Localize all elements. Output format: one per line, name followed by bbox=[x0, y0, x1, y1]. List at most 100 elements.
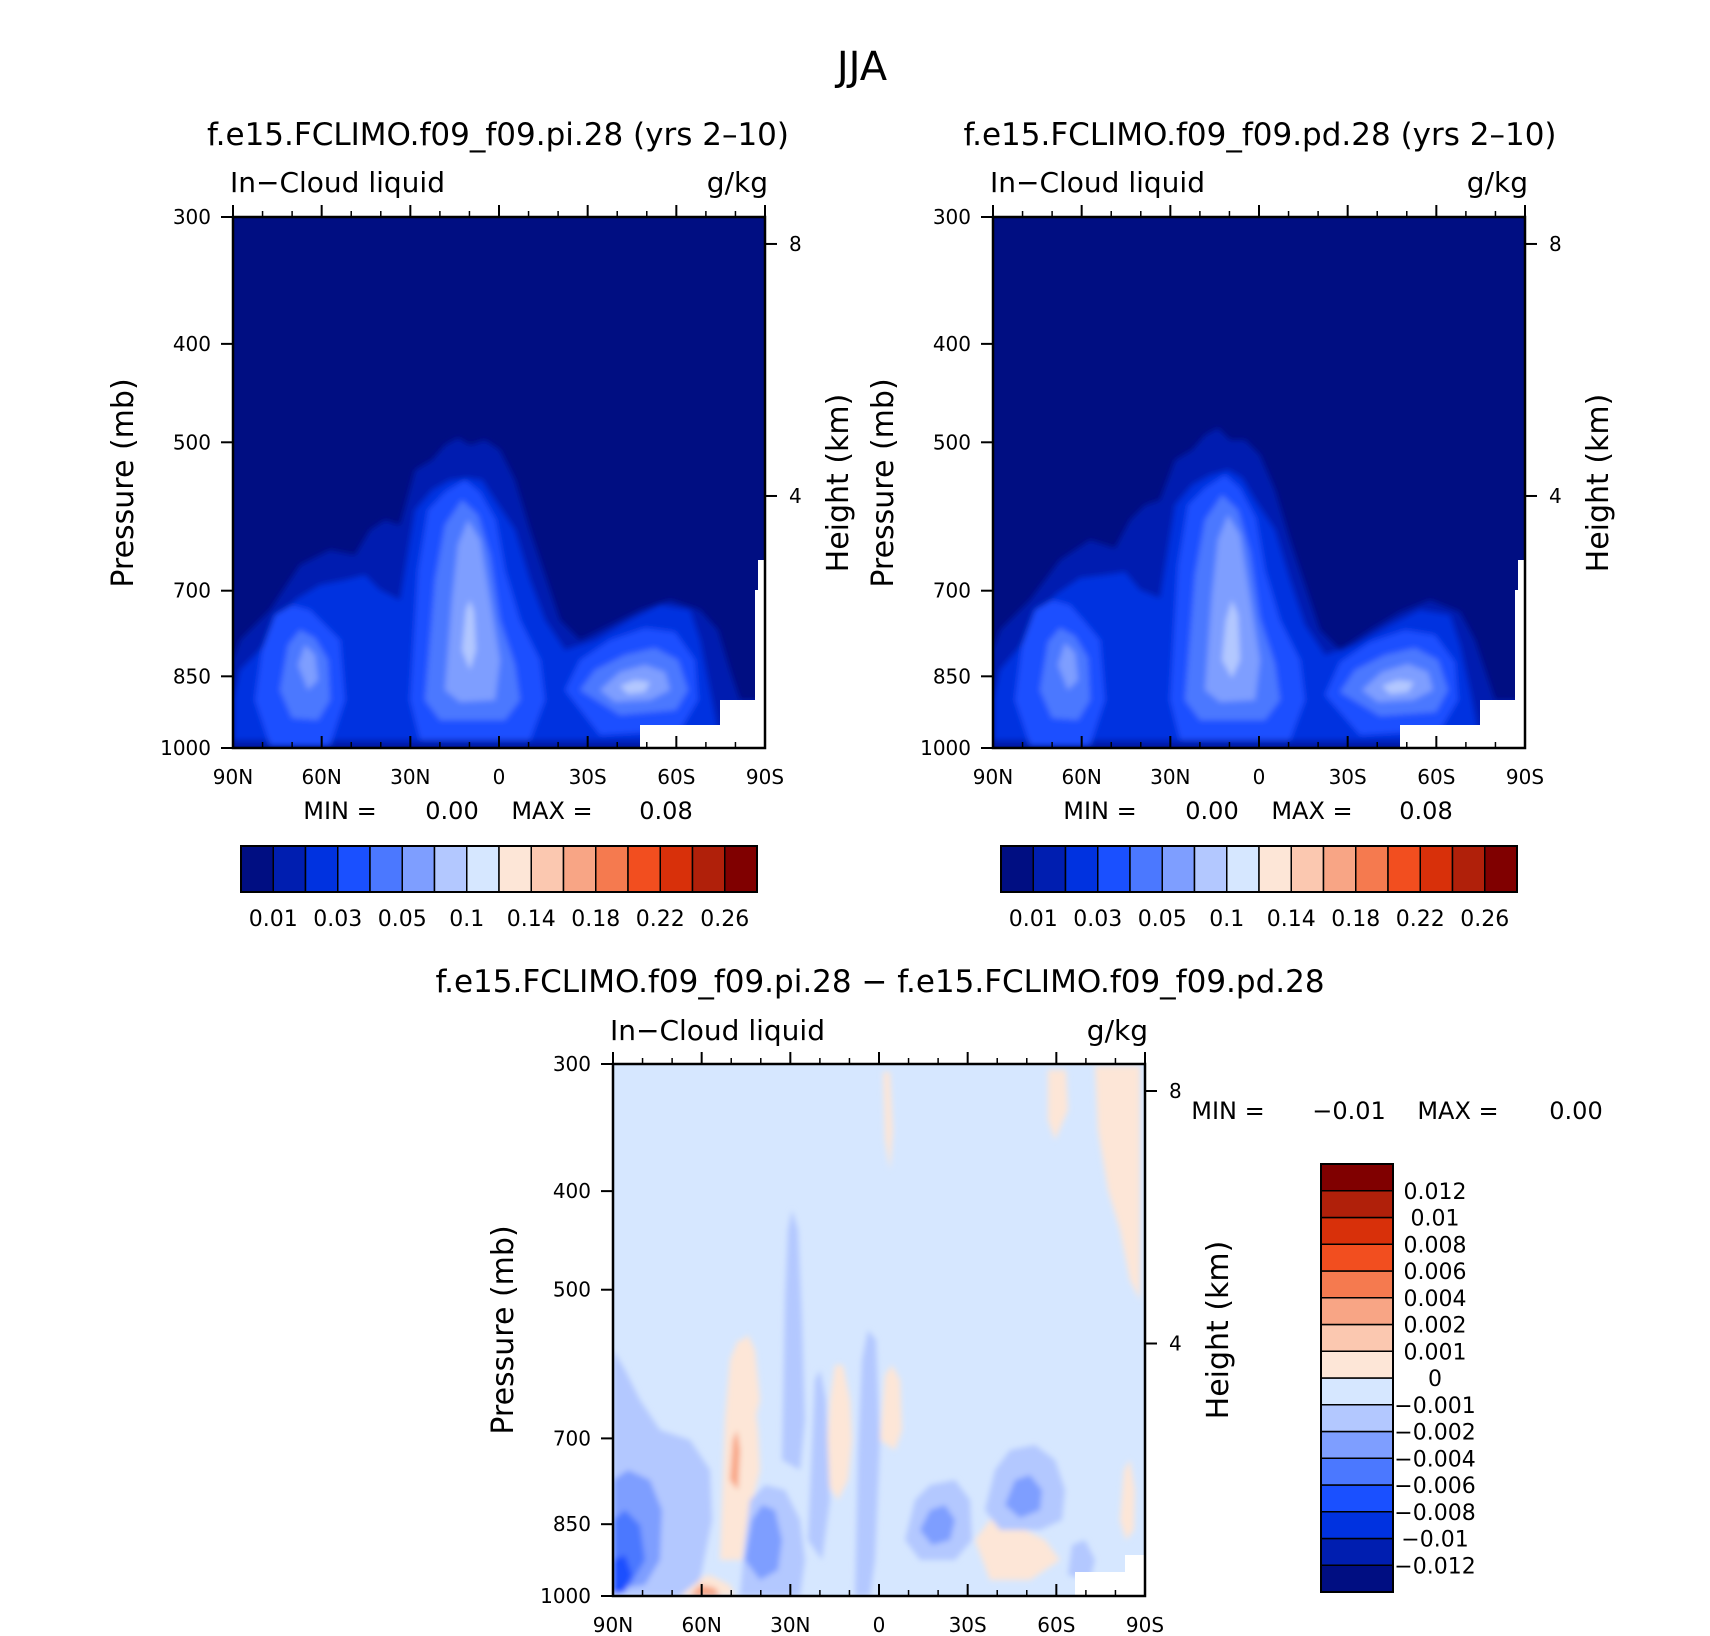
colorbar-label: 0.002 bbox=[1404, 1314, 1467, 1339]
contour-positive bbox=[1048, 1070, 1068, 1140]
colorbar-box bbox=[1193, 845, 1228, 893]
colorbar-box bbox=[1320, 1216, 1394, 1245]
panel-pd: f.e15.FCLIMO.f09_f09.pd.28 (yrs 2–10) In… bbox=[866, 117, 1616, 932]
y-tick-label: 500 bbox=[933, 430, 971, 454]
colorbar-box bbox=[1320, 1564, 1394, 1593]
colorbar-box bbox=[1129, 845, 1163, 893]
y2-tick-label: 8 bbox=[1549, 232, 1562, 256]
field-contours bbox=[993, 428, 1525, 748]
field-missing-region bbox=[1400, 560, 1525, 748]
panel-pi-ylabel: Pressure (mb) bbox=[106, 378, 141, 587]
panel-pd-ylabel: Pressure (mb) bbox=[866, 378, 901, 587]
x-tick-label: 90N bbox=[593, 1613, 633, 1636]
colorbar-label: 0.012 bbox=[1404, 1180, 1467, 1205]
field-missing-region bbox=[640, 560, 765, 748]
colorbar-label: 0.22 bbox=[636, 907, 685, 932]
panel-pi-max-label: MAX = bbox=[511, 797, 592, 825]
y-tick-label: 850 bbox=[553, 1512, 591, 1536]
panel-pd-colorbar: 0.01 0.03 0.05 0.1 0.14 0.18 0.22 0.26 bbox=[1000, 845, 1518, 932]
y-tick-label: 850 bbox=[933, 664, 971, 688]
colorbar-box bbox=[433, 845, 468, 893]
panel-pd-field bbox=[993, 217, 1525, 748]
x-tick-label: 90N bbox=[213, 765, 253, 789]
y2-tick-label: 8 bbox=[1169, 1079, 1182, 1103]
contour-negative-2 bbox=[745, 1505, 782, 1580]
contour-negative-2 bbox=[1005, 1475, 1042, 1518]
x-tick-label: 0 bbox=[493, 765, 506, 789]
y-tick-label: 1000 bbox=[160, 736, 211, 760]
colorbar-box bbox=[562, 845, 597, 893]
colorbar-label: 0.14 bbox=[1267, 907, 1316, 932]
colorbar-box bbox=[1451, 845, 1486, 893]
colorbar-label: −0.012 bbox=[1394, 1554, 1475, 1579]
panel-diff: f.e15.FCLIMO.f09_f09.pi.28 − f.e15.FCLIM… bbox=[435, 964, 1602, 1636]
y-tick-label: 500 bbox=[553, 1278, 591, 1302]
contour-negative bbox=[1068, 1540, 1095, 1580]
y-tick-label: 500 bbox=[173, 430, 211, 454]
y2-tick-label: 8 bbox=[789, 232, 802, 256]
colorbar-label: 0.01 bbox=[1411, 1207, 1460, 1232]
colorbar-label: 0.01 bbox=[249, 907, 298, 932]
x-tick-label: 30S bbox=[1329, 765, 1367, 789]
panel-diff-y2label: Height (km) bbox=[1201, 1241, 1236, 1420]
colorbar-label: 0 bbox=[1428, 1367, 1442, 1392]
panel-diff-title: f.e15.FCLIMO.f09_f09.pi.28 − f.e15.FCLIM… bbox=[435, 964, 1324, 1000]
panel-diff-max-value: 0.00 bbox=[1549, 1097, 1602, 1125]
x-tick-label: 0 bbox=[1253, 765, 1266, 789]
colorbar-box bbox=[1320, 1484, 1394, 1513]
contour-positive bbox=[880, 1365, 902, 1450]
colorbar-label: 0.18 bbox=[1331, 907, 1380, 932]
panel-pi-units: g/kg bbox=[707, 166, 768, 199]
y-tick-label: 300 bbox=[553, 1052, 591, 1076]
colorbar-box bbox=[659, 845, 694, 893]
panel-pd-y2label: Height (km) bbox=[1581, 394, 1616, 573]
colorbar-box bbox=[1320, 1537, 1394, 1566]
contour-positive-strong bbox=[690, 1585, 720, 1596]
x-tick-label: 60N bbox=[1061, 765, 1101, 789]
panel-diff-min-label: MIN = bbox=[1191, 1097, 1264, 1125]
panel-pd-max-value: 0.08 bbox=[1399, 797, 1452, 825]
colorbar-label: 0.006 bbox=[1404, 1260, 1467, 1285]
y2-tick-label: 4 bbox=[1549, 484, 1562, 508]
colorbar-box bbox=[1320, 1457, 1394, 1486]
contour-level-6 bbox=[298, 520, 670, 702]
colorbar-box bbox=[530, 845, 565, 893]
panel-pd-min-value: 0.00 bbox=[1185, 797, 1238, 825]
x-tick-label: 30N bbox=[1150, 765, 1190, 789]
y-tick-label: 300 bbox=[173, 205, 211, 229]
x-tick-label: 30N bbox=[770, 1613, 810, 1636]
colorbar-label: 0.004 bbox=[1404, 1287, 1467, 1312]
colorbar-box bbox=[1322, 845, 1357, 893]
panel-pd-min-label: MIN = bbox=[1063, 797, 1136, 825]
colorbar-label: −0.004 bbox=[1394, 1447, 1475, 1472]
colorbar-box bbox=[1320, 1163, 1394, 1192]
colorbar-box bbox=[1290, 845, 1325, 893]
x-tick-label: 90S bbox=[1126, 1613, 1164, 1636]
colorbar-label: −0.008 bbox=[1394, 1501, 1475, 1526]
contour-negative-2 bbox=[920, 1505, 955, 1545]
colorbar-frame bbox=[240, 845, 758, 893]
x-tick-label: 60S bbox=[657, 765, 695, 789]
contour-positive bbox=[975, 1520, 1060, 1580]
x-tick-label: 0 bbox=[873, 1613, 886, 1636]
contour-negative bbox=[808, 1370, 830, 1560]
colorbar-label: 0.008 bbox=[1404, 1233, 1467, 1258]
panel-pd-variable: In−Cloud liquid bbox=[990, 166, 1205, 199]
colorbar-box bbox=[401, 845, 436, 893]
colorbar-label: 0.26 bbox=[700, 907, 749, 932]
contour-positive bbox=[1095, 1066, 1140, 1300]
colorbar-box bbox=[1355, 845, 1389, 893]
colorbar-label: −0.01 bbox=[1401, 1528, 1468, 1553]
y-tick-label: 1000 bbox=[540, 1584, 591, 1608]
panel-diff-ylabel: Pressure (mb) bbox=[486, 1225, 521, 1434]
panel-pi-y2label: Height (km) bbox=[821, 394, 856, 573]
x-tick-label: 90N bbox=[973, 765, 1013, 789]
colorbar-label: 0.03 bbox=[313, 907, 362, 932]
colorbar-box bbox=[1226, 845, 1260, 893]
panel-pi-title: f.e15.FCLIMO.f09_f09.pi.28 (yrs 2–10) bbox=[207, 117, 789, 153]
colorbar-label: 0.14 bbox=[507, 907, 556, 932]
colorbar-box bbox=[1320, 1243, 1394, 1272]
colorbar-box bbox=[1320, 1430, 1394, 1459]
y2-tick-label: 4 bbox=[1169, 1332, 1182, 1356]
y-tick-label: 300 bbox=[933, 205, 971, 229]
